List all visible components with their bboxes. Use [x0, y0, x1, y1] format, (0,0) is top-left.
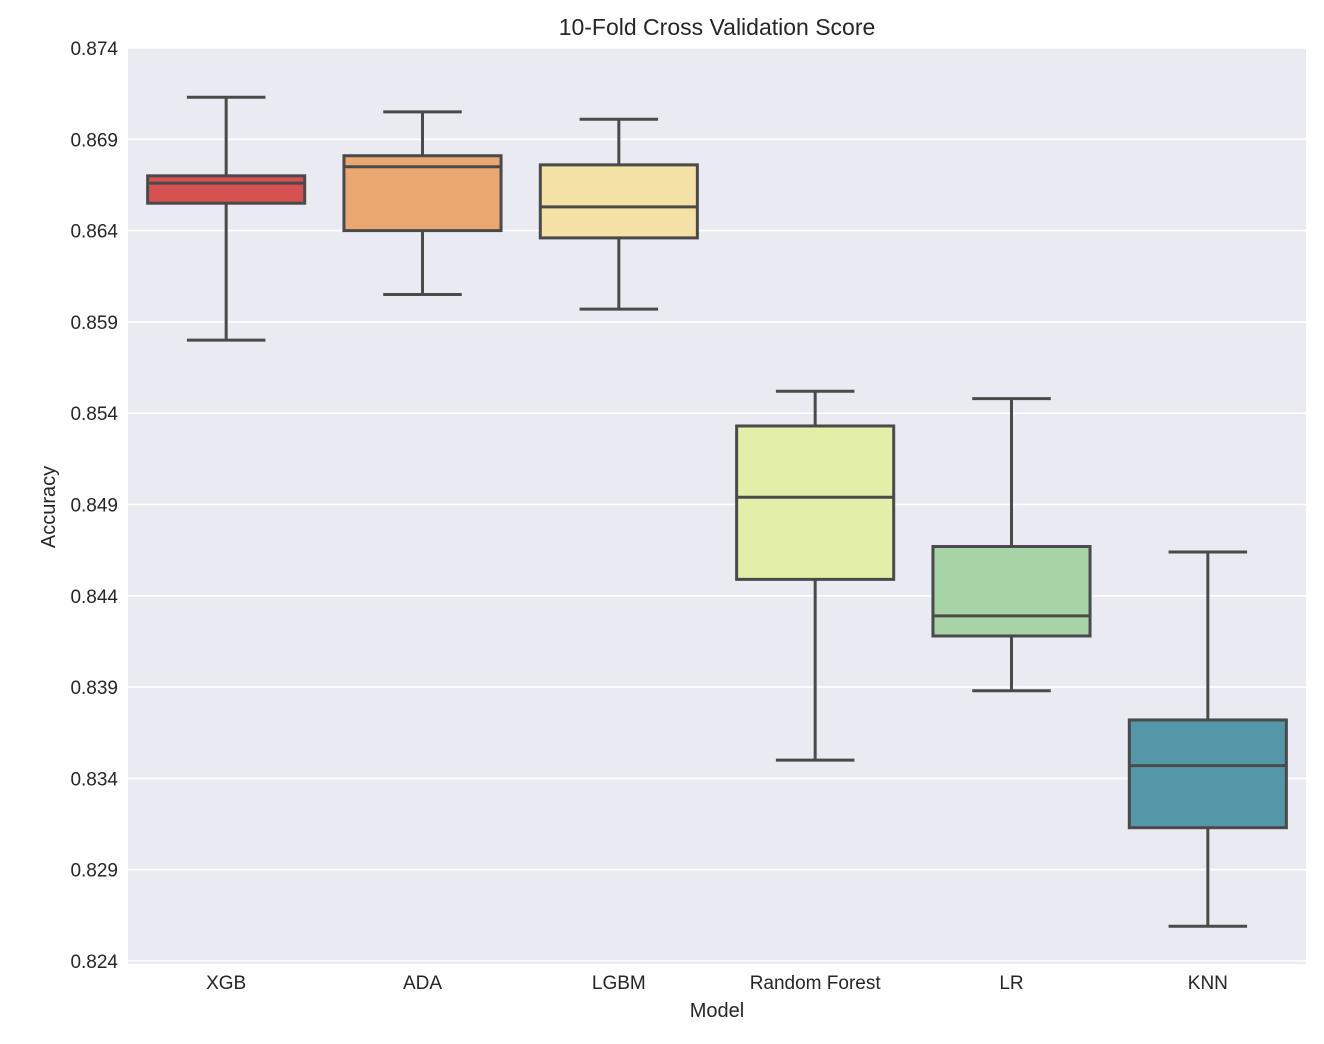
y-tick-label: 0.829 [70, 861, 118, 882]
box-ada [342, 110, 503, 297]
y-axis-ticks: 0.874 0.869 0.864 0.859 0.854 0.849 0.844 0.839… [70, 39, 118, 973]
x-tick-label: LGBM [592, 973, 646, 994]
y-tick-label: 0.844 [70, 587, 118, 608]
x-tick-label: ADA [403, 973, 442, 994]
x-tick-label: KNN [1188, 973, 1228, 994]
iqr-box [146, 174, 307, 205]
y-tick-label: 0.874 [70, 39, 118, 60]
x-axis-ticks: XGB ADA LGBM Random Forest LR KNN [206, 973, 1228, 994]
y-tick-label: 0.869 [70, 130, 118, 151]
grid-lines [128, 47, 1306, 962]
plot-area [128, 48, 1306, 964]
y-axis-label: Accuracy [38, 466, 60, 548]
y-tick-label: 0.849 [70, 496, 118, 517]
y-tick-label: 0.854 [70, 404, 118, 425]
y-tick-label: 0.839 [70, 678, 118, 699]
iqr-box [538, 163, 699, 240]
y-tick-label: 0.859 [70, 313, 118, 334]
y-tick-label: 0.834 [70, 769, 118, 790]
boxes [146, 95, 1288, 928]
x-tick-label: XGB [206, 973, 246, 994]
box-xgb [146, 95, 307, 342]
x-tick-label: Random Forest [750, 973, 882, 994]
box-lgbm [538, 117, 699, 311]
x-tick-label: LR [999, 973, 1023, 994]
y-tick-label: 0.824 [70, 952, 118, 973]
x-axis-label: Model [690, 1000, 744, 1022]
chart-title: 10-Fold Cross Validation Score [559, 14, 876, 40]
iqr-box [1127, 718, 1288, 830]
iqr-box [735, 424, 896, 581]
iqr-box [931, 544, 1092, 638]
box-lr [931, 397, 1092, 693]
box-random-forest [735, 389, 896, 762]
iqr-box [342, 154, 503, 233]
box-knn [1127, 550, 1288, 928]
y-tick-label: 0.864 [70, 222, 118, 243]
